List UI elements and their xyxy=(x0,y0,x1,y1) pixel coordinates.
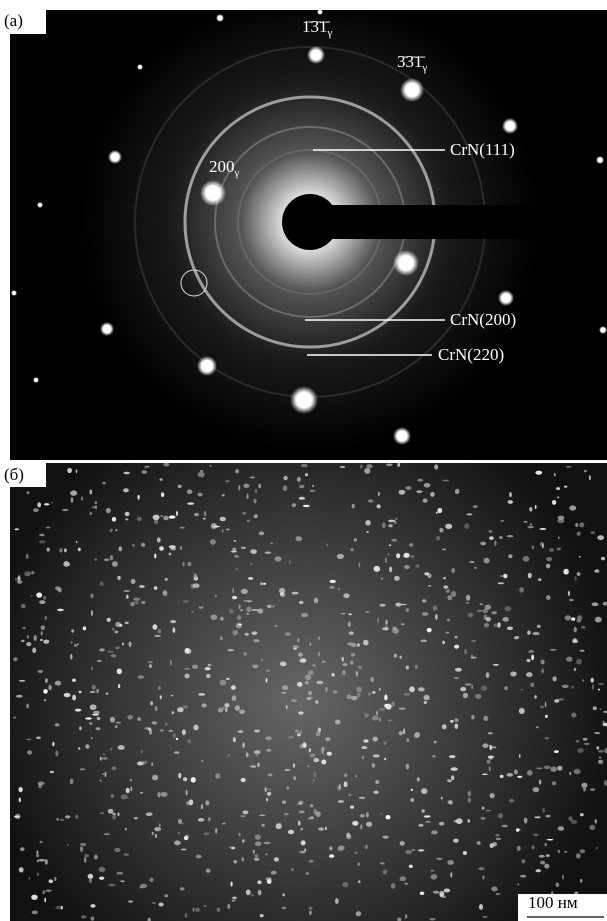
annotation: CrN(200) xyxy=(450,310,516,329)
page: (а) 1̄3̄1̄γ 3̄3̄1̄γ 200γ CrN(111) CrN(20… xyxy=(0,0,607,921)
panel-label: (а) xyxy=(4,11,23,30)
annotation: CrN(220) xyxy=(438,345,504,364)
diffraction-pattern xyxy=(10,9,607,460)
scale-bar-label: 100 нм xyxy=(528,893,578,912)
figure: (а) 1̄3̄1̄γ 3̄3̄1̄γ 200γ CrN(111) CrN(20… xyxy=(0,0,607,921)
panel-label: (б) xyxy=(4,465,24,484)
annotation: CrN(111) xyxy=(450,140,515,159)
dark-field-image xyxy=(10,463,607,921)
